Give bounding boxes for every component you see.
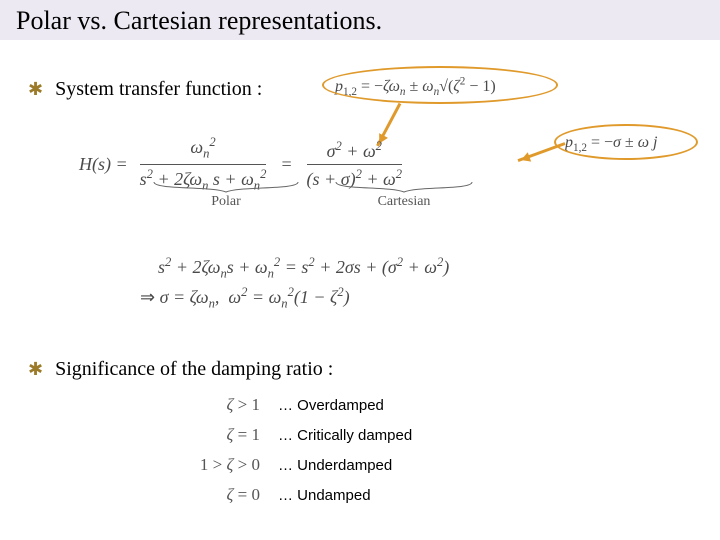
bullet-transfer-text: System transfer function : [55,78,262,101]
damping-condition: ζ > 1 [155,395,260,415]
table-row: ζ > 1 … Overdamped [155,395,412,415]
damping-condition: ζ = 0 [155,485,260,505]
damping-label: … Overdamped [260,397,384,414]
title-text: Polar vs. Cartesian representations. [16,6,382,35]
asterisk-icon: ✱ [28,80,43,98]
damping-label: … Critically damped [260,427,412,444]
eqn-sigma-omega: ⇒ σ = ζωn, ω2 = ωn2(1 − ζ2) [140,285,350,312]
table-row: ζ = 1 … Critically damped [155,425,412,445]
damping-condition: ζ = 1 [155,425,260,445]
brace-polar-label: Polar [152,194,300,210]
asterisk-icon: ✱ [28,360,43,378]
damping-condition: 1 > ζ > 0 [155,455,260,475]
damping-label: … Undamped [260,487,371,504]
table-row: ζ = 0 … Undamped [155,485,412,505]
page-title: Polar vs. Cartesian representations. [0,0,720,40]
oval-cartesian-roots [554,124,698,160]
bullet-transfer: ✱ System transfer function : [0,78,262,101]
brace-cartesian-label: Cartesian [334,194,474,210]
cart-numerator: σ2 + ω2 [307,139,403,162]
damping-label: … Underdamped [260,457,392,474]
brace-cartesian: Cartesian [334,180,474,210]
oval-polar-roots [322,66,558,104]
brace-polar: Polar [152,180,300,210]
bullet-significance-text: Significance of the damping ratio : [55,358,333,381]
table-row: 1 > ζ > 0 … Underdamped [155,455,412,475]
eqn-denominator-equality: s2 + 2ζωns + ωn2 = s2 + 2σs + (σ2 + ω2) [158,255,449,282]
arrow-to-cartesian [518,142,566,162]
damping-table: ζ > 1 … Overdamped ζ = 1 … Critically da… [155,395,412,515]
bullet-significance: ✱ Significance of the damping ratio : [0,358,333,381]
polar-numerator: ωn2 [140,135,267,162]
